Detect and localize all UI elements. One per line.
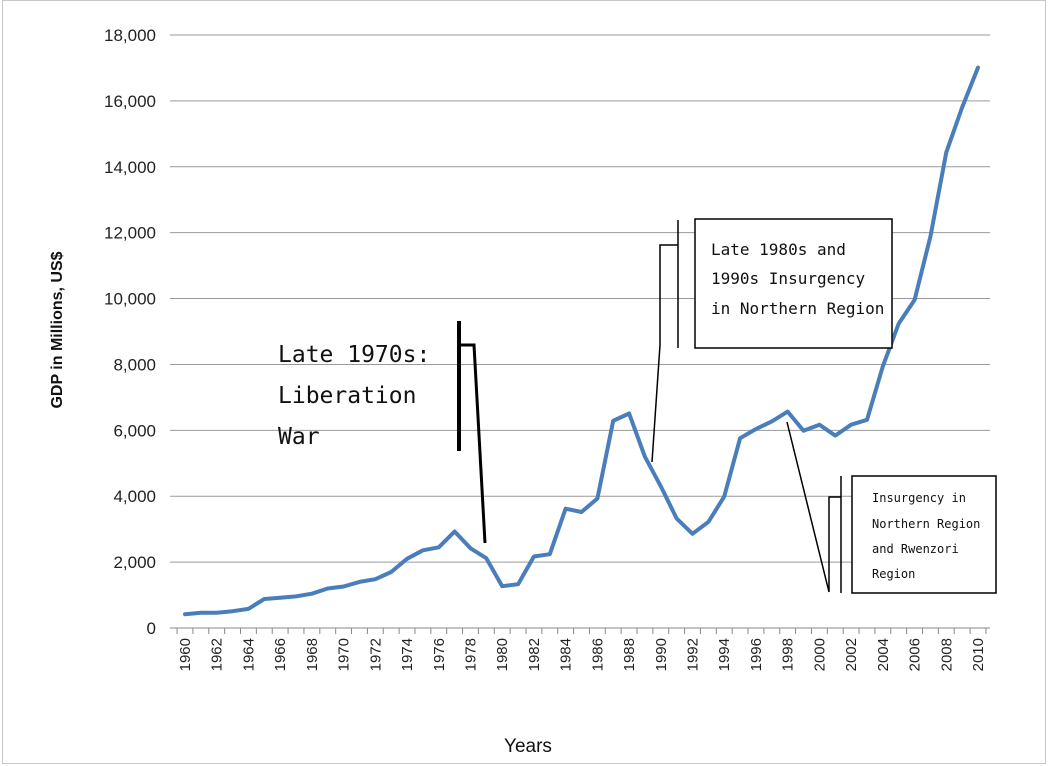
x-tick-label: 1996 (748, 638, 765, 671)
x-tick-label: 1976 (431, 638, 448, 671)
x-tick-label: 1980 (494, 638, 511, 671)
x-tick-label: 2006 (907, 638, 924, 671)
annotation-text-line: Insurgency in (872, 491, 966, 505)
annotation-text-line: 1990s Insurgency (711, 269, 865, 288)
x-tick-label: 1988 (621, 638, 638, 671)
y-tick-label: 14,000 (104, 158, 156, 177)
y-tick-label: 2,000 (113, 553, 156, 572)
annotation-text-line: in Northern Region (711, 299, 884, 318)
x-tick-label: 2010 (970, 638, 987, 671)
y-axis-title: GDP in Millions, US$ (49, 251, 66, 408)
x-tick-label: 1962 (209, 638, 226, 671)
annotation-insurgency-rwenzori: Insurgency in Northern Region and Rwenzo… (786, 421, 997, 594)
y-tick-label: 18,000 (104, 26, 156, 45)
x-tick-label: 1990 (653, 638, 670, 671)
x-tick-label: 1964 (240, 638, 257, 671)
x-tick-label: 1966 (272, 638, 289, 671)
x-tick-label: 1998 (780, 638, 797, 671)
x-tick-label: 1960 (177, 638, 194, 671)
annotation-text-line: Late 1980s and (711, 240, 846, 259)
x-tick-label: 1970 (336, 638, 353, 671)
x-tick-label: 1982 (526, 638, 543, 671)
x-tick-label: 1984 (558, 638, 575, 671)
x-tick-marks (176, 628, 987, 634)
y-tick-labels: 0 2,000 4,000 6,000 8,000 10,000 12,000 14,000 1… (104, 26, 156, 638)
x-tick-label: 1972 (367, 638, 384, 671)
x-tick-label: 1974 (399, 638, 416, 671)
annotation-text-line: Late 1970s: (278, 342, 430, 368)
annotation-insurgency-1980s: Late 1980s and 1990s Insurgency in North… (651, 218, 893, 463)
annotation-text-line: Region (872, 567, 915, 581)
x-tick-label: 2004 (875, 638, 892, 671)
x-tick-label: 2008 (938, 638, 955, 671)
x-tick-labels: 1960 1962 1964 1966 1968 1970 1972 1974 1976 1978… (177, 638, 987, 671)
x-tick-label: 1978 (462, 638, 479, 671)
y-tick-label: 4,000 (113, 487, 156, 506)
y-tick-label: 6,000 (113, 421, 156, 440)
x-tick-label: 1994 (716, 638, 733, 671)
x-tick-label: 1986 (589, 638, 606, 671)
y-tick-label: 16,000 (104, 92, 156, 111)
y-tick-label: 0 (147, 619, 156, 638)
x-axis-title: Years (504, 736, 552, 757)
y-tick-label: 10,000 (104, 290, 156, 309)
y-tick-label: 8,000 (113, 355, 156, 374)
annotation-leader (651, 244, 678, 463)
x-tick-label: 1992 (685, 638, 702, 671)
annotation-leader (459, 343, 487, 544)
y-tick-label: 12,000 (104, 224, 156, 243)
annotation-text-line: War (278, 424, 320, 450)
annotation-liberation-war: Late 1970s: Liberation War (278, 321, 487, 544)
x-tick-label: 2002 (843, 638, 860, 671)
x-tick-label: 2000 (811, 638, 828, 671)
annotation-leader (786, 421, 841, 593)
annotation-box (851, 475, 997, 594)
annotation-text-line: Liberation (278, 383, 416, 409)
annotation-text-line: and Rwenzori (872, 542, 959, 556)
annotation-box (694, 218, 893, 349)
x-tick-label: 1968 (304, 638, 321, 671)
gdp-series-line (183, 65, 980, 617)
annotation-text-line: Northern Region (872, 517, 980, 531)
